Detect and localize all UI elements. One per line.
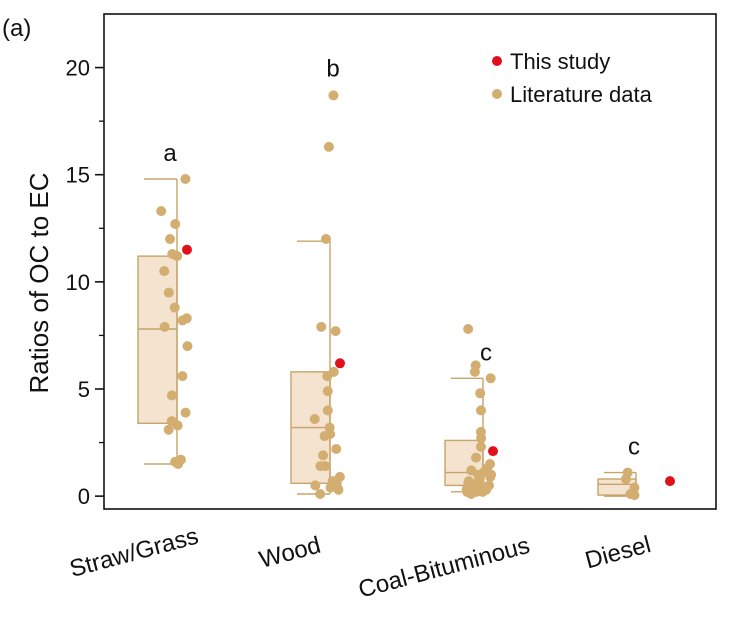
literature-point — [159, 321, 170, 332]
literature-point — [169, 302, 180, 313]
data-points — [156, 90, 675, 501]
legend-marker — [492, 89, 502, 99]
literature-point — [333, 484, 344, 495]
literature-point — [159, 266, 170, 277]
literature-point — [318, 450, 329, 461]
literature-point — [620, 474, 631, 484]
plot-frame — [103, 13, 717, 510]
literature-point — [180, 407, 191, 418]
literature-point — [180, 174, 191, 184]
legend-label: This study — [510, 49, 610, 74]
y-tick-label: 10 — [66, 270, 90, 295]
y-axis: 0 5 10 15 20 — [66, 56, 104, 509]
literature-point — [166, 390, 177, 401]
y-tick-label: 15 — [66, 163, 90, 188]
literature-point — [172, 251, 183, 262]
literature-point — [475, 388, 486, 399]
literature-point — [475, 441, 486, 452]
significance-letter: b — [326, 56, 339, 83]
significance-letter: c — [628, 434, 640, 461]
literature-point — [469, 366, 480, 377]
x-axis-label: Diesel — [582, 531, 653, 574]
plot-border — [103, 13, 717, 510]
literature-point — [466, 489, 477, 499]
literature-point — [177, 315, 188, 326]
literature-point — [315, 489, 326, 499]
literature-point — [163, 287, 174, 298]
x-axis-label: Wood — [256, 532, 323, 574]
literature-point — [331, 444, 342, 454]
literature-point — [322, 405, 333, 416]
literature-point — [629, 490, 640, 501]
study-point — [665, 476, 675, 487]
literature-point — [471, 452, 482, 463]
y-axis-title: Ratios of OC to EC — [24, 172, 54, 393]
literature-point — [182, 341, 193, 352]
literature-point — [163, 424, 174, 435]
literature-point — [323, 141, 334, 152]
literature-point — [315, 461, 326, 472]
literature-point — [310, 480, 321, 491]
literature-point — [177, 371, 188, 382]
significance-letter: a — [163, 140, 177, 167]
literature-point — [316, 321, 327, 332]
literature-point — [463, 324, 474, 334]
study-point — [488, 446, 498, 457]
x-axis-labels: Straw/Grass Wood Coal-Bituminous Diesel — [67, 523, 654, 604]
literature-point — [172, 420, 183, 431]
study-point — [182, 244, 192, 255]
literature-point — [328, 90, 339, 101]
literature-point — [485, 471, 496, 482]
literature-point — [322, 371, 333, 382]
legend-label: Literature data — [510, 82, 653, 107]
literature-point — [309, 414, 320, 424]
panel-label: (a) — [2, 15, 31, 42]
literature-point — [321, 234, 332, 244]
literature-point — [485, 373, 496, 384]
literature-point — [319, 431, 330, 442]
box-plots — [137, 178, 637, 497]
literature-point — [156, 206, 167, 217]
y-tick-label: 20 — [66, 56, 90, 81]
literature-point — [325, 482, 336, 493]
literature-point — [173, 459, 184, 469]
literature-point — [322, 386, 333, 397]
significance-letter: c — [480, 339, 492, 366]
x-axis-label: Coal-Bituminous — [356, 532, 533, 604]
literature-point — [165, 234, 176, 244]
legend: This study Literature data — [492, 49, 653, 107]
study-point — [335, 358, 345, 369]
significance-letters: a b c c — [163, 56, 640, 461]
literature-point — [170, 219, 181, 229]
x-axis-label: Straw/Grass — [67, 523, 202, 583]
y-tick-label: 0 — [78, 484, 90, 509]
y-tick-label: 5 — [78, 377, 90, 402]
literature-point — [476, 433, 487, 444]
literature-point — [330, 326, 341, 337]
legend-marker — [492, 56, 502, 66]
literature-point — [475, 405, 486, 416]
